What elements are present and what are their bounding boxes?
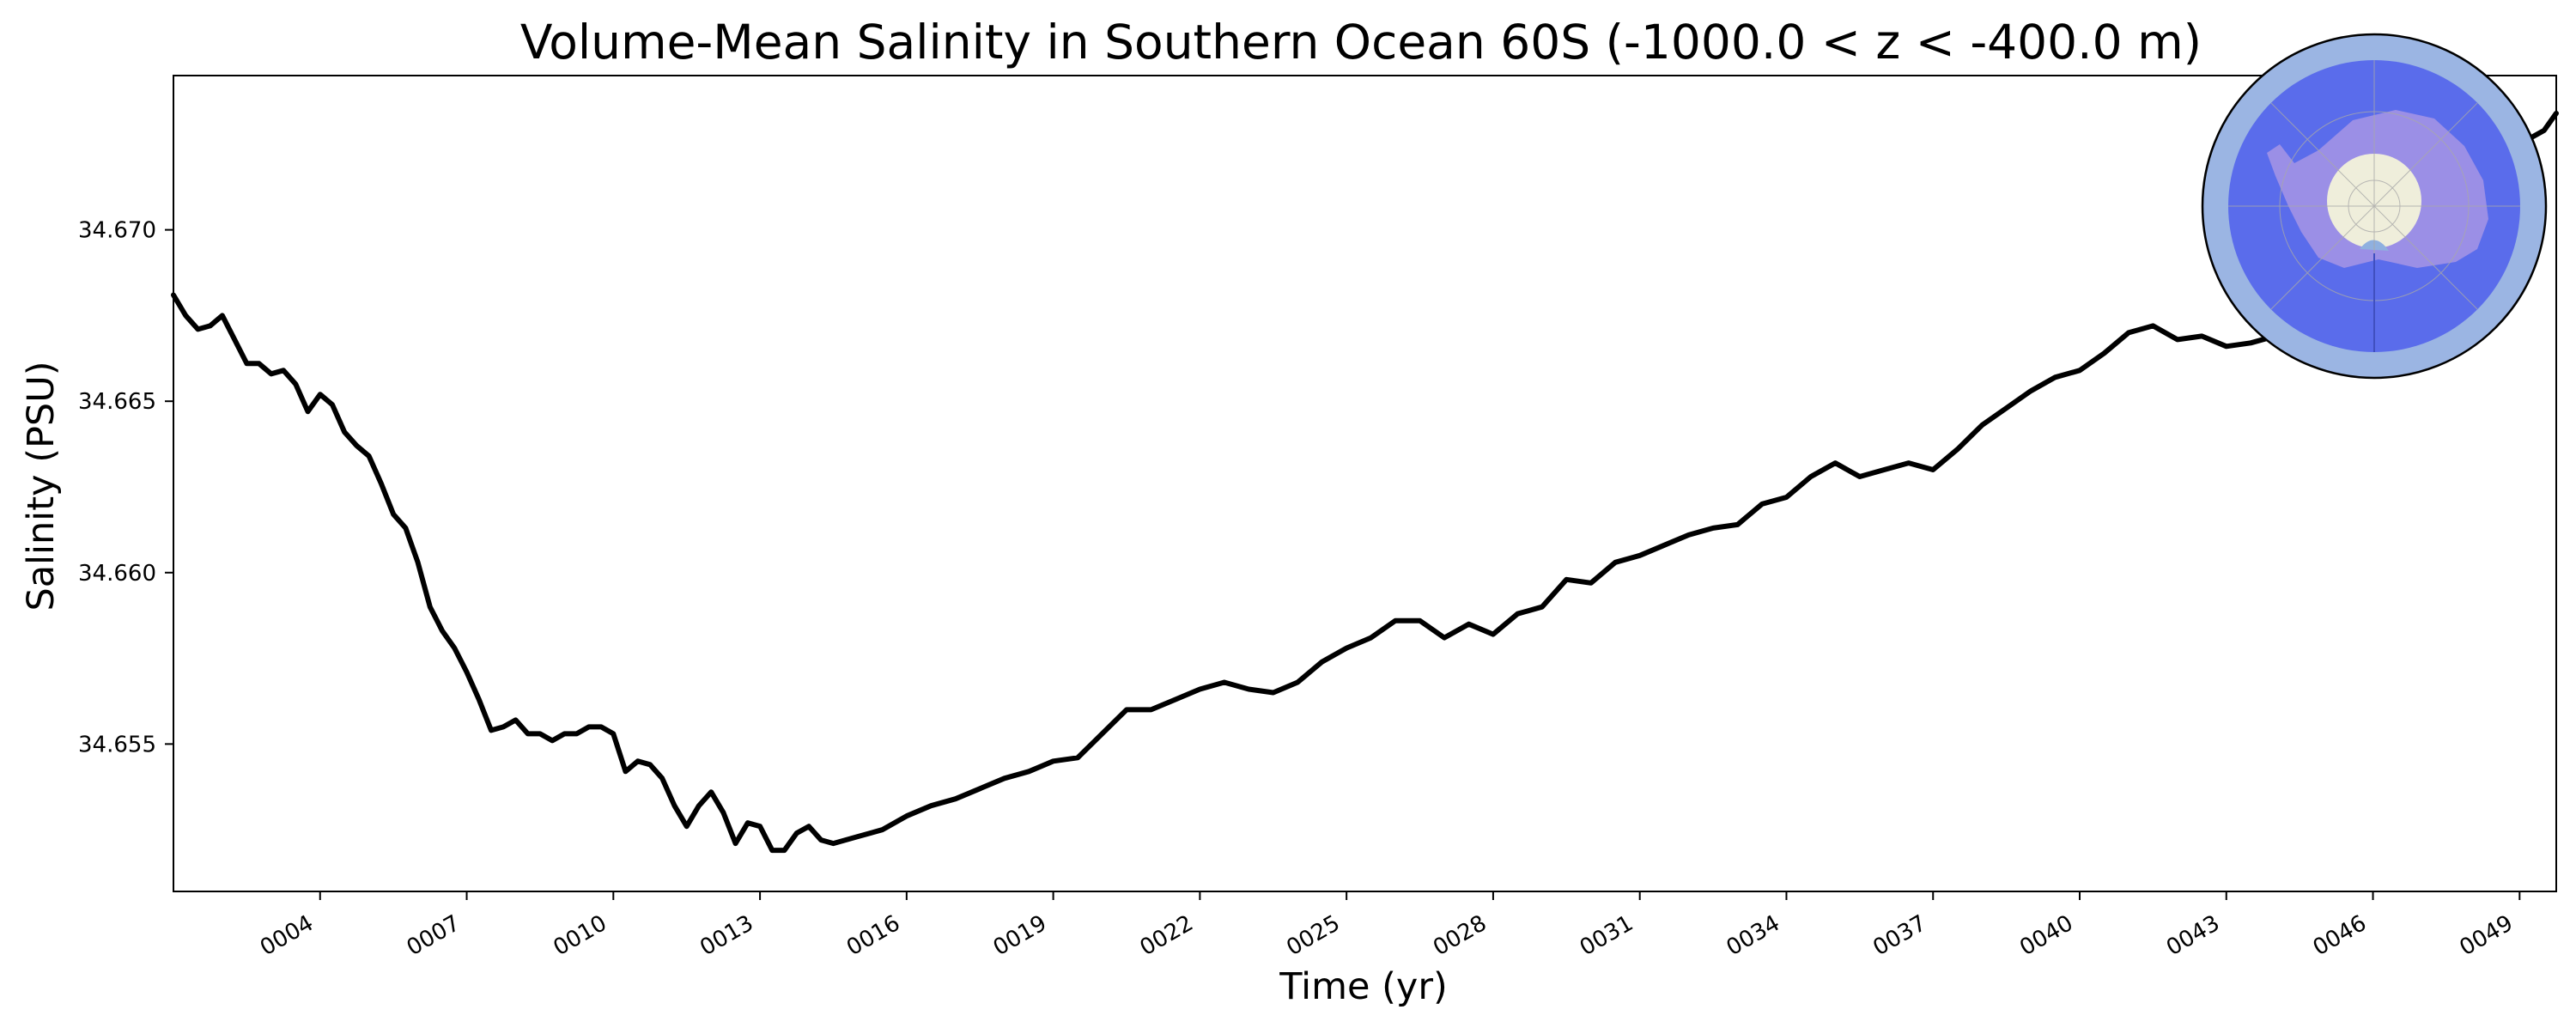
chart-title: Volume-Mean Salinity in Southern Ocean 6… — [520, 15, 2202, 70]
plot-frame — [173, 75, 2557, 892]
salinity-series-line — [171, 110, 2559, 854]
y-tick-label: 34.655 — [78, 732, 156, 757]
x-axis-label: Time (yr) — [1279, 965, 1448, 1008]
y-axis-label: Salinity (PSU) — [20, 362, 63, 611]
south-polar-inset-map — [2201, 33, 2548, 380]
y-axis-ticks: 34.655 34.660 34.665 34.670 — [78, 218, 173, 757]
y-tick-label: 34.660 — [78, 561, 156, 587]
y-tick-label: 34.670 — [78, 218, 156, 244]
y-tick-label: 34.665 — [78, 389, 156, 415]
